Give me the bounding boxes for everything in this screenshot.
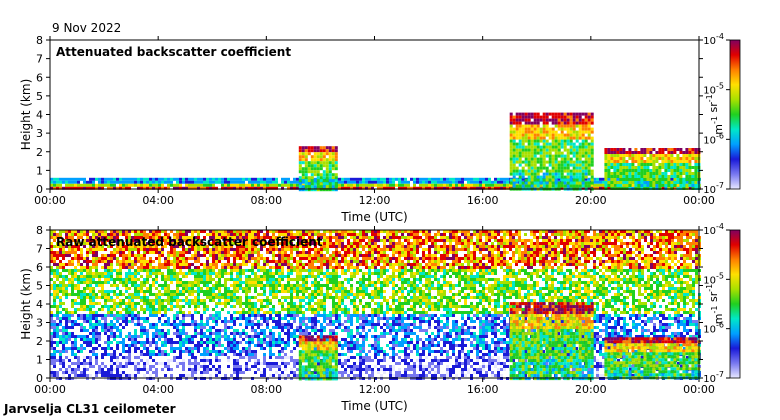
colorbar-tick-label: 10-7 bbox=[703, 370, 724, 385]
y-tick-label: 4 bbox=[36, 109, 43, 122]
y-tick-label: 3 bbox=[36, 317, 43, 330]
footer-label: Jarvselja CL31 ceilometer bbox=[3, 402, 176, 416]
y-tick-label: 0 bbox=[36, 372, 43, 385]
colorbar: 10-710-610-510-4m-1 sr-1 bbox=[703, 32, 741, 196]
heatmap-area bbox=[50, 230, 701, 381]
panel-title: Attenuated backscatter coefficient bbox=[56, 45, 291, 59]
colorbar-gradient bbox=[729, 39, 741, 190]
y-tick-label: 6 bbox=[36, 71, 43, 84]
x-tick-label: 00:00 bbox=[683, 383, 715, 396]
y-tick-label: 2 bbox=[36, 335, 43, 348]
panel-title: Raw attenuated backscatter coefficient bbox=[56, 235, 323, 249]
x-tick-label: 20:00 bbox=[575, 383, 607, 396]
x-axis: 00:00 04:00 08:00 12:00 16:00 20:00 00:00 bbox=[34, 226, 715, 396]
x-tick-label: 04:00 bbox=[142, 383, 174, 396]
y-tick-label: 2 bbox=[36, 146, 43, 159]
x-tick-label: 08:00 bbox=[250, 194, 282, 207]
colorbar-tick-label: 10-4 bbox=[703, 222, 724, 237]
y-axis-label: Height (km) bbox=[19, 268, 33, 339]
y-axis: 0 1 2 3 4 5 6 7 8 bbox=[36, 224, 703, 385]
y-tick-label: 6 bbox=[36, 261, 43, 274]
x-tick-label: 00:00 bbox=[34, 194, 66, 207]
x-tick-label: 08:00 bbox=[250, 383, 282, 396]
cloud-c bbox=[604, 337, 701, 380]
x-axis-label: Time (UTC) bbox=[340, 399, 407, 413]
x-tick-label: 20:00 bbox=[575, 194, 607, 207]
x-tick-label: 12:00 bbox=[359, 383, 391, 396]
x-tick-label: 00:00 bbox=[683, 194, 715, 207]
colorbar-tick-label: 10-7 bbox=[703, 181, 724, 196]
x-axis: 00:00 04:00 08:00 12:00 16:00 20:00 00:00 bbox=[34, 36, 715, 207]
x-tick-label: 12:00 bbox=[359, 194, 391, 207]
y-tick-label: 7 bbox=[36, 243, 43, 256]
colorbar-unit-label: m-1 sr-1 bbox=[705, 284, 725, 324]
y-tick-label: 7 bbox=[36, 53, 43, 66]
y-tick-label: 8 bbox=[36, 224, 43, 237]
y-axis-label: Height (km) bbox=[19, 79, 33, 150]
colorbar-gradient bbox=[729, 229, 741, 379]
heatmap-area bbox=[50, 40, 701, 192]
panel-1: 0 1 2 3 4 5 6 7 8 Height (km) 00:00 04:00 08:00 12:00… bbox=[19, 32, 741, 224]
cloud-b bbox=[509, 302, 594, 381]
y-tick-label: 8 bbox=[36, 34, 43, 47]
y-tick-label: 4 bbox=[36, 298, 43, 311]
y-tick-label: 0 bbox=[36, 183, 43, 196]
colorbar-tick-label: 10-4 bbox=[703, 32, 724, 47]
x-tick-label: 16:00 bbox=[467, 194, 499, 207]
x-tick-label: 04:00 bbox=[142, 194, 174, 207]
cloud-a bbox=[298, 335, 338, 381]
cloud-b bbox=[509, 112, 594, 191]
panel-2: 0 1 2 3 4 5 6 7 8 Height (km) 00:00 04:00 08:00 12:00… bbox=[19, 222, 741, 413]
x-tick-label: 16:00 bbox=[467, 383, 499, 396]
colorbar: 10-710-610-510-4m-1 sr-1 bbox=[703, 222, 741, 385]
y-tick-label: 5 bbox=[36, 280, 43, 293]
x-axis-label: Time (UTC) bbox=[340, 210, 407, 224]
y-tick-label: 5 bbox=[36, 90, 43, 103]
noise-field bbox=[50, 230, 701, 380]
x-tick-label: 00:00 bbox=[34, 383, 66, 396]
date-label: 9 Nov 2022 bbox=[52, 21, 121, 35]
y-tick-label: 1 bbox=[36, 354, 43, 367]
colorbar-unit-label: m-1 sr-1 bbox=[705, 94, 725, 134]
y-tick-label: 3 bbox=[36, 127, 43, 140]
y-tick-label: 1 bbox=[36, 164, 43, 177]
y-axis: 0 1 2 3 4 5 6 7 8 bbox=[36, 34, 703, 196]
cloud-a bbox=[298, 146, 338, 192]
